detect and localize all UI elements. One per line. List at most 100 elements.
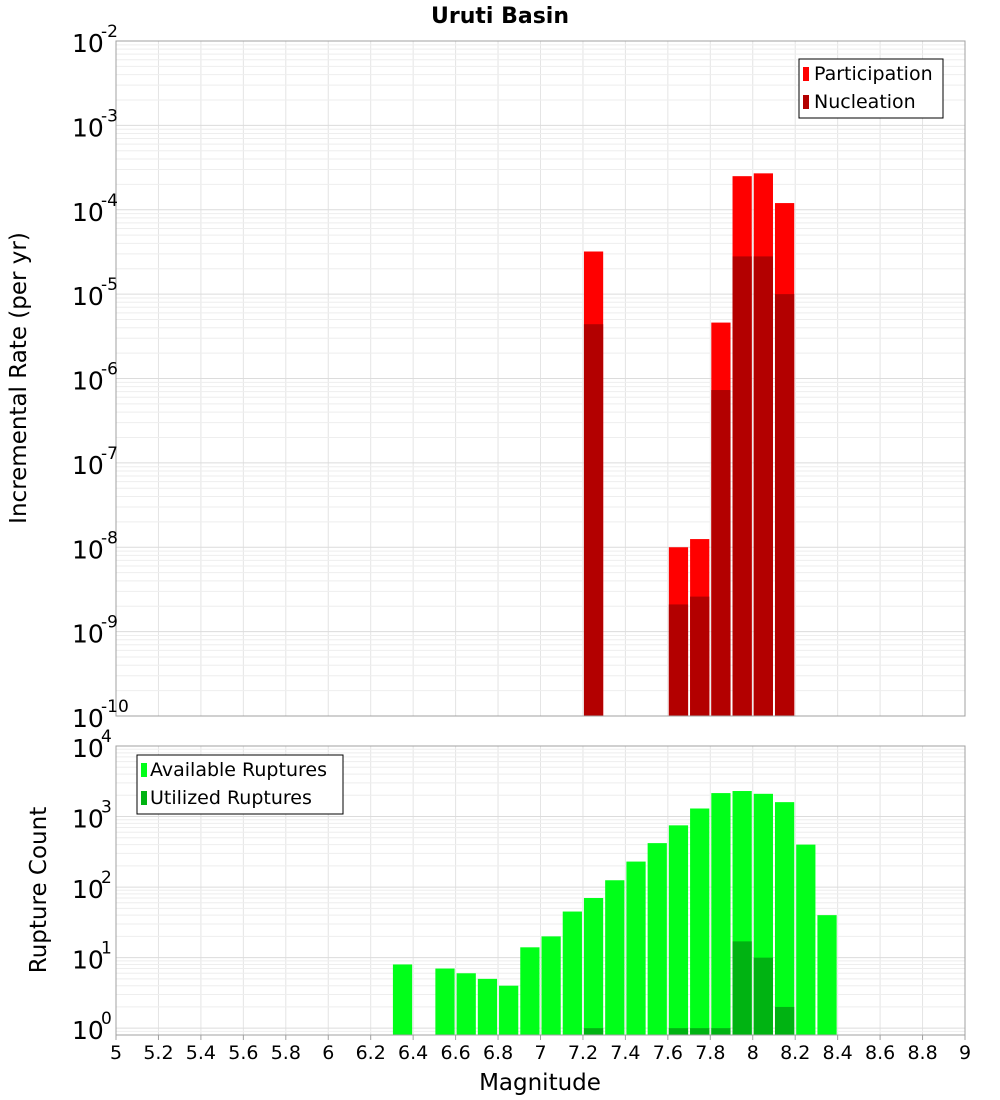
rate-y-tick-label: 10 <box>72 29 104 58</box>
nucleation-legend-swatch <box>803 95 809 109</box>
count-bar-a <box>774 802 795 1035</box>
count-y-tick-label: 10 <box>72 805 104 834</box>
count-y-tick-label: 10 <box>72 946 104 975</box>
count-bar-b <box>732 941 752 1035</box>
rate-bar-b <box>774 294 795 717</box>
x-tick-label: 8.6 <box>865 1042 895 1064</box>
count-bar-a <box>690 808 710 1035</box>
count-y-tick-label: 10 <box>72 875 104 904</box>
count-bar-a <box>541 936 561 1035</box>
count-bar-a <box>583 898 604 1035</box>
x-ticks: 5 5.2 5.4 5.6 5.8 6 6.2 6.4 6.6 6.8 7 7.2 7.4 7.6 7.8 8… <box>110 1035 971 1064</box>
x-tick-label: 6.4 <box>398 1042 428 1064</box>
x-tick-label: 7.8 <box>695 1042 725 1064</box>
rate-y-tick-label: 10 <box>72 451 104 480</box>
x-tick-label: 8.8 <box>907 1042 937 1064</box>
count-bar-a <box>605 880 625 1035</box>
rate-y-tick-label: 10 <box>72 282 104 311</box>
rate-bar-b <box>753 256 773 716</box>
count-bar-a <box>562 911 582 1035</box>
participation-legend-swatch <box>803 67 809 81</box>
rate-y-tick-label: 10 <box>72 535 104 564</box>
rate-plot-frame <box>115 40 966 717</box>
rate-y-tick-exponent: -5 <box>101 275 118 295</box>
x-tick-label: 8 <box>747 1042 759 1064</box>
x-tick-label: 7.6 <box>653 1042 683 1064</box>
x-tick-label: 5.4 <box>186 1042 216 1064</box>
count-bar-a <box>435 968 455 1035</box>
count-bar-b <box>583 1028 604 1035</box>
count-bar-a <box>711 793 731 1035</box>
rate-y-tick-label: 10 <box>72 367 104 396</box>
count-bar-b <box>774 1006 795 1035</box>
count-y-tick-exponent: 1 <box>101 939 112 959</box>
count-bar-a <box>817 915 837 1035</box>
rate-y-tick-exponent: -4 <box>101 191 118 211</box>
count-bar-a <box>668 825 689 1035</box>
count-y-tick-exponent: 4 <box>101 727 112 747</box>
count-bar-a <box>499 985 519 1035</box>
count-bar-b <box>753 957 773 1035</box>
rate-y-tick-label: 10 <box>72 704 104 733</box>
count-y-tick-label: 10 <box>72 734 104 763</box>
rate-bar-b <box>711 390 731 716</box>
rate-y-tick-exponent: -6 <box>101 360 118 380</box>
available-legend-swatch <box>141 763 147 777</box>
x-tick-label: 6.6 <box>440 1042 470 1064</box>
x-tick-label: 7 <box>534 1042 546 1064</box>
participation-legend-label: Participation <box>814 63 933 85</box>
count-bars <box>392 791 837 1035</box>
x-tick-label: 9 <box>959 1042 971 1064</box>
rate-y-tick-exponent: -10 <box>101 697 129 717</box>
x-tick-label: 7.2 <box>568 1042 598 1064</box>
count-y-tick-exponent: 3 <box>101 798 112 818</box>
x-tick-label: 8.2 <box>780 1042 810 1064</box>
rate-y-tick-label: 10 <box>72 198 104 227</box>
utilized-legend-label: Utilized Ruptures <box>150 787 312 809</box>
count-legend-box <box>136 754 344 815</box>
chart-title: Uruti Basin <box>431 4 569 29</box>
rate-y-axis-label: Incremental Rate (per yr) <box>6 232 32 524</box>
count-bar-b <box>690 1028 710 1035</box>
x-tick-label: 5.2 <box>143 1042 173 1064</box>
count-bar-a <box>647 843 667 1035</box>
rate-y-tick-exponent: -2 <box>101 22 118 42</box>
rate-y-tick-exponent: -3 <box>101 106 118 126</box>
count-bar-a <box>796 844 816 1035</box>
count-bar-a <box>477 978 498 1035</box>
count-y-tick-exponent: 2 <box>101 868 112 888</box>
x-tick-label: 7.4 <box>610 1042 640 1064</box>
rate-y-tick-label: 10 <box>72 113 104 142</box>
x-axis-label: Magnitude <box>479 1070 601 1096</box>
rate-y-tick-exponent: -8 <box>101 528 118 548</box>
rate-bar-b <box>732 256 752 716</box>
count-bar-b <box>668 1028 689 1035</box>
rate-y-tick-exponent: -7 <box>101 444 118 464</box>
count-bar-a <box>626 861 646 1035</box>
x-tick-label: 5.6 <box>228 1042 258 1064</box>
count-bar-a <box>520 947 540 1035</box>
count-bar-a <box>392 964 413 1035</box>
count-bar-a <box>456 973 476 1035</box>
rate-legend-box <box>798 58 944 119</box>
x-tick-label: 6.8 <box>483 1042 513 1064</box>
count-bar-b <box>711 1028 731 1035</box>
x-tick-label: 6 <box>322 1042 334 1064</box>
x-tick-label: 5 <box>110 1042 122 1064</box>
count-legend: Available Ruptures Utilized Ruptures <box>136 754 344 815</box>
rate-bars <box>583 173 795 717</box>
x-tick-label: 5.8 <box>271 1042 301 1064</box>
count-y-tick-exponent: 0 <box>101 1009 112 1029</box>
available-legend-label: Available Ruptures <box>150 759 327 781</box>
x-tick-label: 6.2 <box>356 1042 386 1064</box>
rate-bar-b <box>690 596 710 716</box>
rate-y-tick-exponent: -9 <box>101 613 118 633</box>
count-y-tick-label: 10 <box>72 1016 104 1045</box>
nucleation-legend-label: Nucleation <box>814 91 916 113</box>
rate-legend: Participation Nucleation <box>798 58 944 119</box>
